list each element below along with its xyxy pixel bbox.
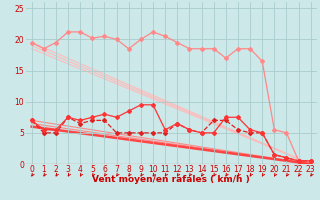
X-axis label: Vent moyen/en rafales ( km/h ): Vent moyen/en rafales ( km/h ): [92, 175, 250, 184]
